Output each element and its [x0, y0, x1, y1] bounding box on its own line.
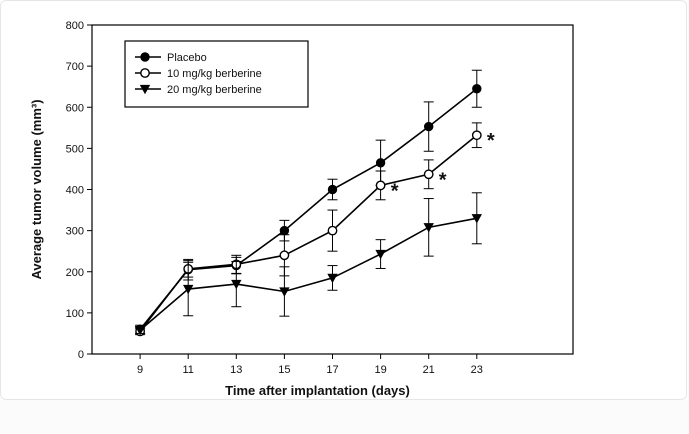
series-3	[134, 192, 482, 336]
data-point	[279, 225, 290, 236]
x-tick-label: 17	[326, 364, 338, 376]
data-point	[375, 158, 386, 168]
data-point	[139, 84, 151, 95]
series-line	[139, 88, 478, 330]
significance-marker: *	[487, 130, 495, 152]
y-tick-label: 100	[66, 308, 84, 320]
series-line	[139, 134, 478, 332]
y-axis-title: Average tumor volume (mm³)	[29, 99, 44, 279]
data-point	[134, 325, 146, 336]
data-point	[472, 84, 482, 94]
legend-label: Placebo	[167, 52, 207, 64]
axes: 0 100 200 300 400 500 600 700 800 9 11 13 15 17 19 21 23	[66, 20, 574, 376]
series-layer: * * *	[134, 69, 495, 337]
y-tick-label: 500	[66, 143, 84, 155]
y-tick-label: 400	[66, 185, 84, 197]
data-point	[471, 214, 482, 224]
tumor-volume-chart: 0 100 200 300 400 500 600 700 800 9 11 13 15 17 19 21 23…	[29, 20, 574, 398]
data-point	[231, 279, 242, 290]
data-point	[423, 223, 434, 233]
x-tick-label: 15	[278, 364, 290, 376]
legend: Placebo 10 mg/kg berberine 20 mg/kg berber…	[124, 40, 309, 108]
legend-label: 10 mg/kg berberine	[167, 68, 262, 80]
data-point	[375, 249, 386, 260]
data-point	[140, 68, 150, 78]
x-tick-label: 11	[182, 364, 193, 376]
significance-marker: *	[391, 180, 399, 202]
legend-label: 20 mg/kg berberine	[167, 84, 262, 96]
series-1	[135, 69, 482, 335]
series-line	[139, 217, 477, 331]
x-tick-label: 9	[137, 364, 143, 376]
y-tick-label: 300	[66, 226, 84, 238]
data-point	[423, 169, 434, 180]
data-point	[471, 130, 482, 141]
data-point	[327, 184, 338, 195]
legend-box	[124, 40, 309, 108]
data-point	[327, 273, 338, 284]
data-point	[424, 121, 434, 132]
significance-marker: *	[439, 169, 447, 191]
x-tick-label: 23	[471, 364, 483, 376]
data-point	[327, 225, 338, 236]
x-tick-label: 21	[423, 364, 435, 376]
y-tick-label: 800	[66, 20, 84, 32]
data-point	[375, 180, 386, 191]
bottom-strip	[0, 400, 689, 434]
x-tick-label: 13	[230, 364, 242, 376]
y-tick-label: 600	[66, 102, 84, 114]
y-tick-label: 0	[78, 349, 84, 361]
y-tick-label: 200	[66, 267, 84, 279]
data-point	[279, 287, 290, 297]
y-tick-label: 700	[66, 61, 84, 73]
x-tick-label: 19	[374, 364, 386, 376]
data-point	[140, 52, 150, 62]
figure-card: 0 100 200 300 400 500 600 700 800 9 11 13 15 17 19 21 23…	[0, 0, 687, 400]
x-axis-title: Time after implantation (days)	[225, 383, 410, 398]
data-point	[183, 284, 194, 295]
data-point	[279, 250, 290, 261]
